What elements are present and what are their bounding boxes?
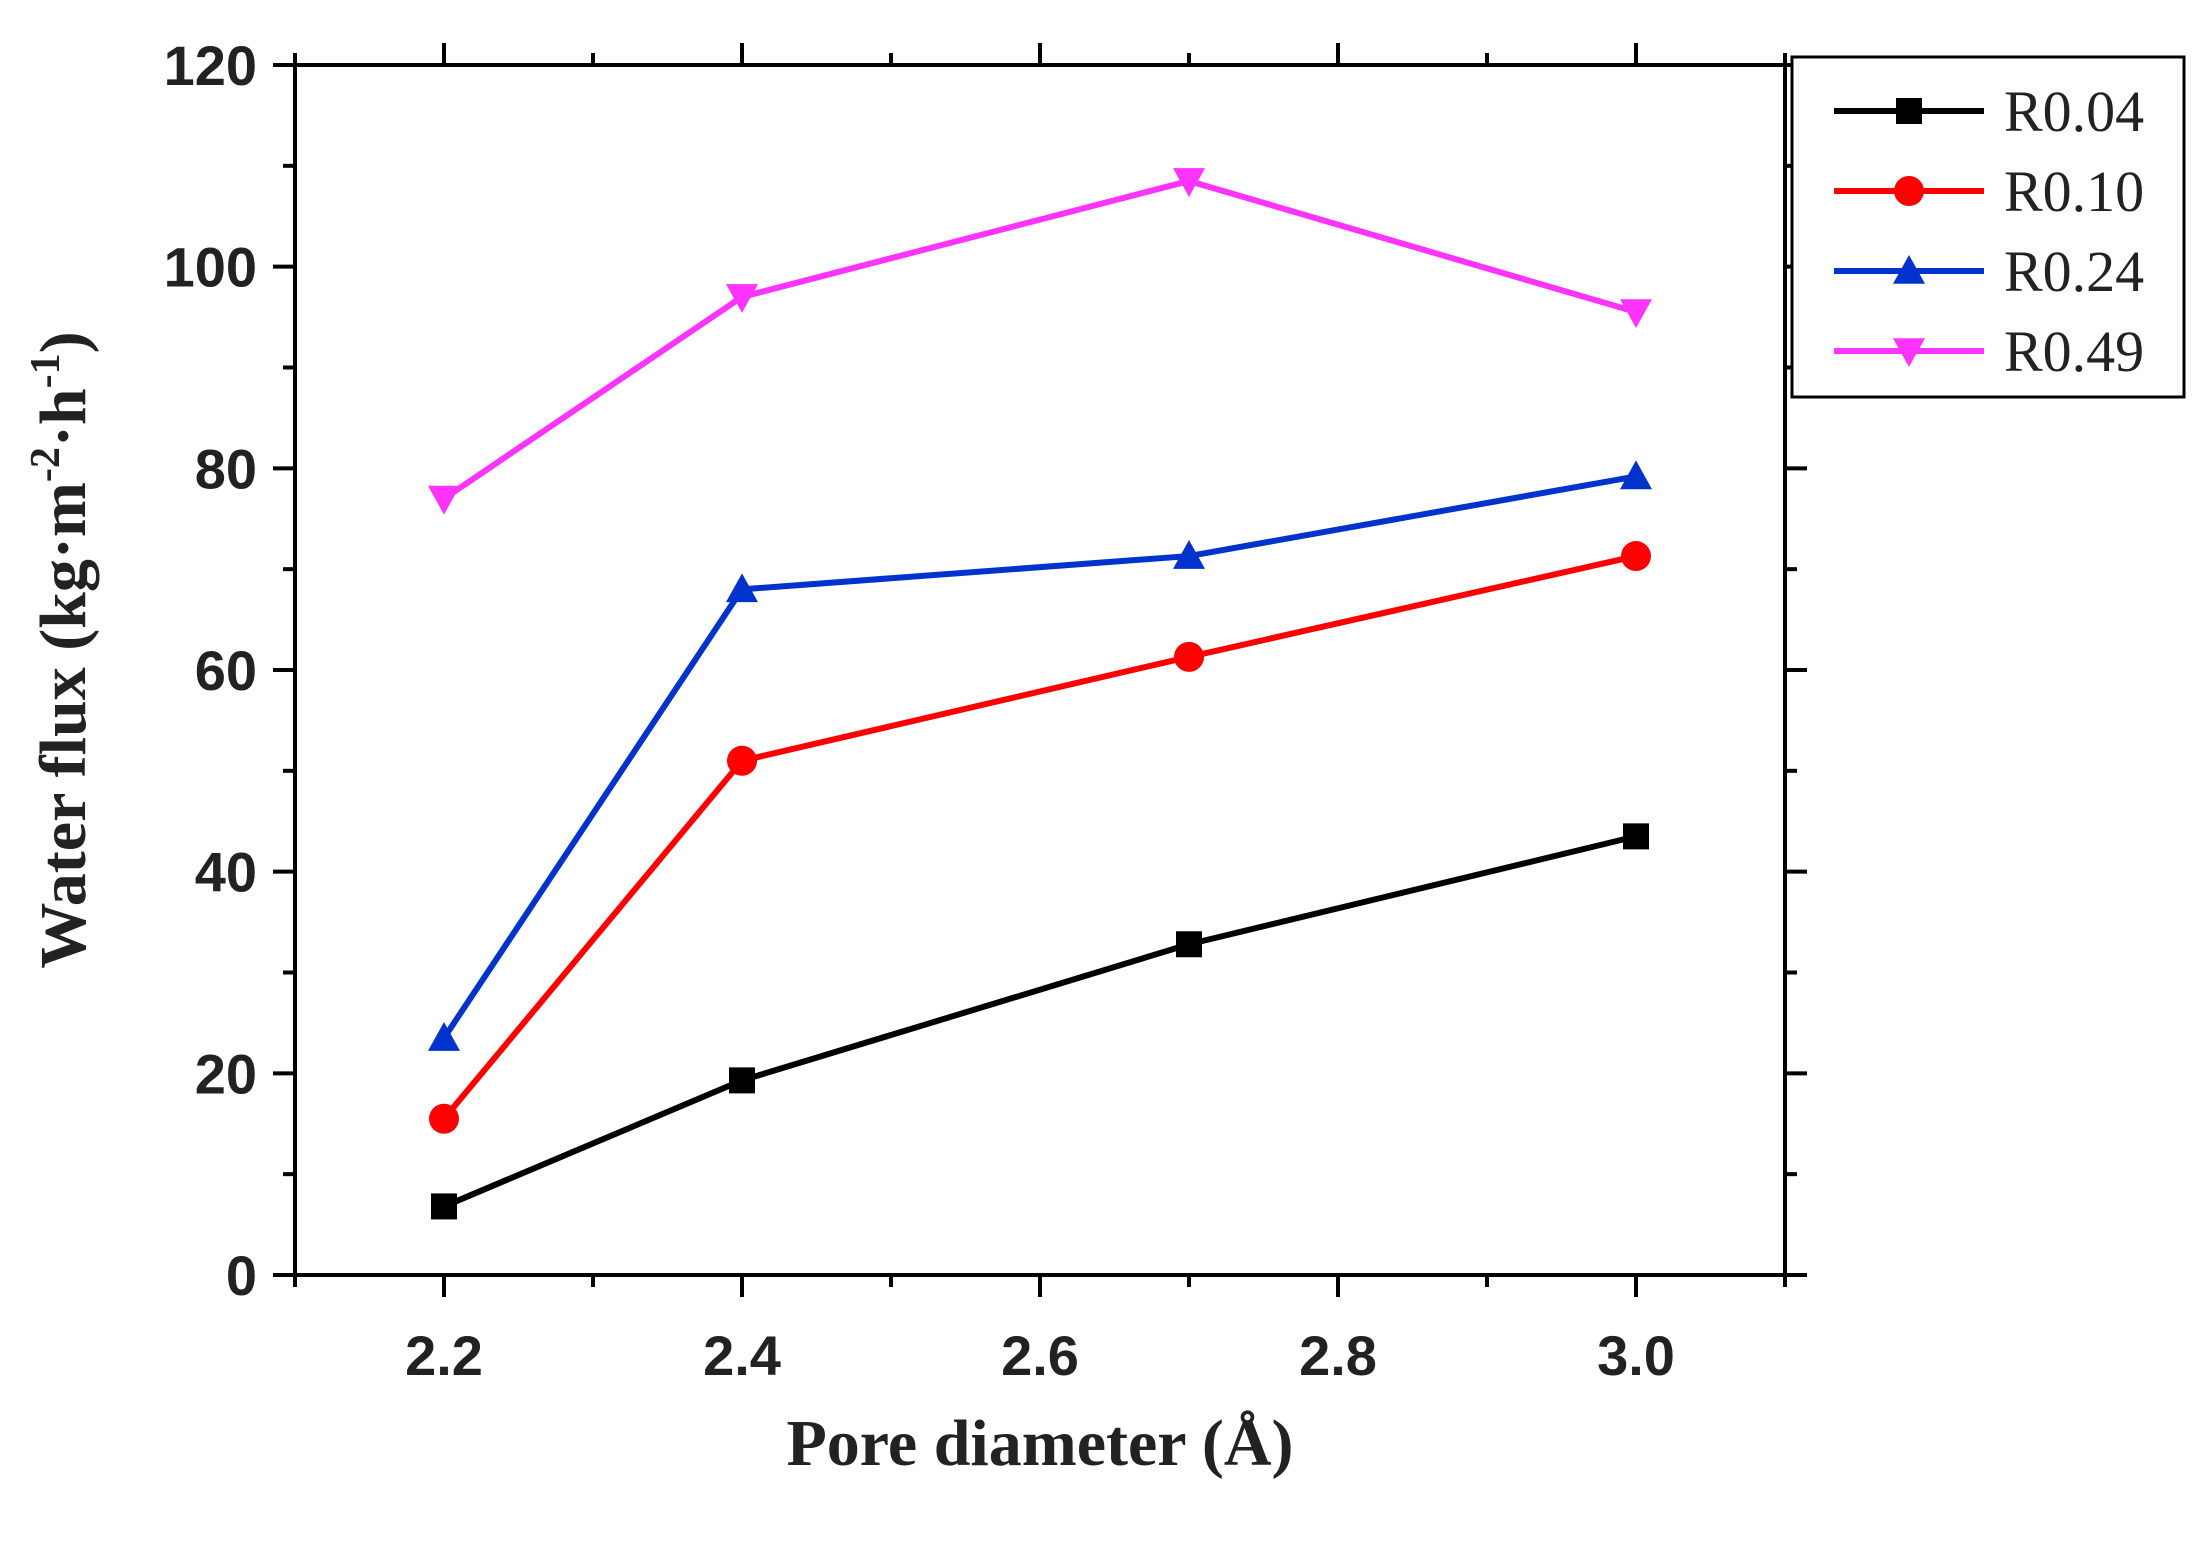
- legend-label-R0.24: R0.24: [2004, 239, 2144, 304]
- legend-label-R0.10: R0.10: [2004, 159, 2144, 224]
- plot-area-border: [293, 63, 1787, 1277]
- data-point-R0.49: [1173, 168, 1205, 197]
- series-R0.10: [429, 541, 1651, 1134]
- legend-marker-R0.04: [1896, 98, 1922, 124]
- data-point-R0.10: [1174, 641, 1204, 672]
- x-axis-ticks: 2.2 2.4 2.6 2.8 3.0: [293, 43, 1787, 1387]
- x-axis-title: Pore diameter (Å): [786, 1407, 1293, 1480]
- data-point-R0.49: [428, 485, 460, 515]
- data-point-R0.24: [1620, 460, 1652, 490]
- y-tick-label: 100: [164, 236, 257, 299]
- data-point-R0.04: [431, 1193, 457, 1220]
- x-tick-label: 2.2: [405, 1324, 483, 1387]
- series-layer: [428, 168, 1652, 1220]
- legend-entry-R0.49: R0.49: [1834, 319, 2144, 384]
- data-point-R0.10: [429, 1103, 459, 1134]
- y-axis-title-exp1: -2: [23, 447, 69, 482]
- legend-marker-R0.49: [1893, 338, 1925, 367]
- data-point-R0.04: [1623, 823, 1649, 850]
- y-tick-label: 60: [195, 639, 257, 702]
- series-R0.24: [428, 460, 1652, 1051]
- data-point-R0.49: [726, 284, 758, 313]
- data-point-R0.10: [1621, 541, 1651, 572]
- x-tick-label: 2.6: [1001, 1324, 1079, 1387]
- legend-label-R0.49: R0.49: [2004, 319, 2144, 384]
- data-point-R0.24: [726, 573, 758, 603]
- legend-marker-R0.10: [1894, 176, 1924, 206]
- y-axis-title-mid: ·h: [27, 388, 100, 447]
- x-tick-label: 3.0: [1597, 1324, 1675, 1387]
- series-line-R0.49: [442, 177, 1637, 502]
- series-R0.49: [428, 168, 1652, 515]
- y-tick-label: 40: [195, 841, 257, 904]
- x-tick-label: 2.8: [1299, 1324, 1377, 1387]
- series-R0.04: [431, 823, 1649, 1220]
- data-point-R0.49: [1620, 299, 1652, 329]
- legend-entry-R0.04: R0.04: [1834, 79, 2144, 144]
- y-tick-label: 120: [164, 34, 257, 97]
- data-point-R0.04: [729, 1067, 755, 1094]
- series-line-R0.10: [441, 553, 1637, 1121]
- data-point-R0.04: [1176, 931, 1202, 958]
- y-axis-title-base: Water flux (kg·m: [27, 482, 100, 968]
- legend-label-R0.04: R0.04: [2004, 79, 2144, 144]
- legend-marker-R0.24: [1893, 255, 1925, 284]
- data-point-R0.24: [428, 1022, 460, 1051]
- y-axis-title: Water flux (kg·m-2·h-1): [23, 331, 100, 968]
- plot-frame: [293, 63, 1787, 1277]
- series-line-R0.24: [441, 473, 1637, 1040]
- y-tick-label: 20: [195, 1042, 257, 1105]
- series-line-R0.04: [442, 833, 1637, 1210]
- y-axis-ticks: 0 20 40 60 80 100 120: [164, 34, 1807, 1307]
- legend: R0.04 R0.10 R0.24 R0.49: [1790, 55, 2186, 399]
- x-tick-label: 2.4: [703, 1324, 781, 1387]
- y-tick-label: 80: [195, 437, 257, 500]
- data-point-R0.10: [727, 745, 757, 776]
- legend-entry-R0.10: R0.10: [1834, 159, 2144, 224]
- y-axis-title-end: ): [27, 331, 100, 353]
- data-point-R0.24: [1173, 540, 1205, 569]
- y-tick-label: 0: [226, 1244, 257, 1307]
- y-axis-title-exp2: -1: [23, 353, 69, 388]
- legend-entry-R0.24: R0.24: [1834, 239, 2144, 304]
